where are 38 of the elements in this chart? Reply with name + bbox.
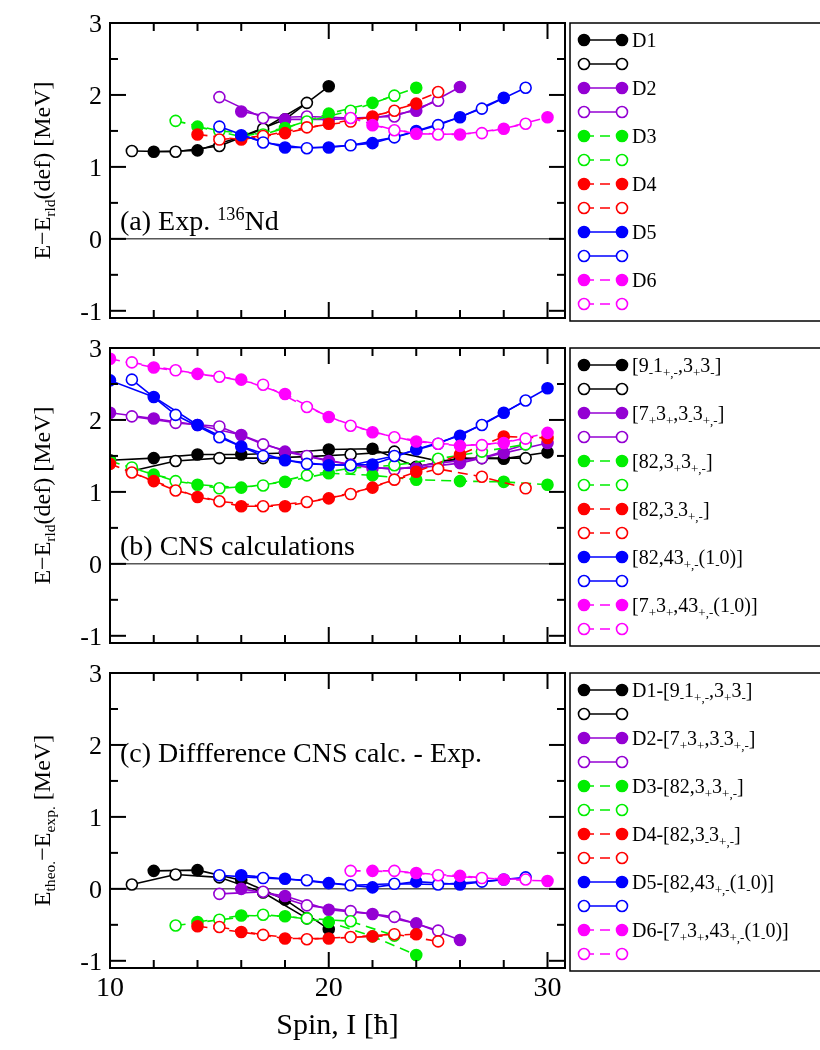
legend-label: D3 (632, 125, 657, 147)
y-tick-label: 0 (89, 874, 102, 904)
x-tick-label: 20 (314, 971, 343, 1002)
text: D2-[7$_{+}$3$_{+}$,3$_{-}$3$_{+,-}$] (632, 727, 756, 753)
y-tick-label: 3 (89, 9, 102, 39)
legend-label: [82,3$_{+}$3$_{+,-}$] (632, 450, 713, 476)
legend-label: [82,3$_{-}$3$_{+,-}$] (632, 498, 710, 524)
text: D6-[7$_{+}$3$_{+}$,43$_{+,-}$(1$_{-}$0)] (632, 919, 789, 945)
y-tick-label: 1 (89, 803, 102, 832)
legend-label: D2 (632, 77, 657, 99)
legend-label: D6 (632, 269, 657, 291)
legend-label: D4-[82,3$_{-}$3$_{+,-}$] (632, 823, 741, 849)
y-tick-label: -1 (80, 296, 102, 326)
legend-label: D5-[82,43$_{+,-}$(1$_{-}$0)] (632, 871, 775, 897)
legend-label: D3-[82,3$_{+}$3$_{+,-}$] (632, 775, 744, 801)
y-tick-label: 1 (89, 153, 102, 182)
y-tick-label: 0 (89, 224, 102, 254)
y-tick-label: 2 (89, 406, 102, 436)
annotation: (a) Exp. $^{136}$Nd (120, 203, 279, 236)
text: [7$_{+}$3$_{+}$,3$_{-}$3$_{+,-}$] (632, 402, 725, 428)
text: D1-[9$_{-}$1$_{+,-}$,3$_{+}$3$_{-}$] (632, 679, 753, 705)
x-axis-title: Spin, I [ħ] (276, 1007, 399, 1040)
y-tick-label: 1 (89, 478, 102, 507)
annotation: (c) Diffference CNS calc. - Exp. (120, 736, 483, 768)
y-tick-label: 2 (89, 81, 102, 111)
text: [9$_{-}$1$_{+,-}$,3$_{+}$3$_{-}$] (632, 354, 722, 380)
y-tick-label: -1 (80, 621, 102, 651)
y-tick-label: 3 (89, 659, 102, 689)
annotation: (b) CNS calculations (120, 529, 355, 561)
x-tick-label: 30 (533, 971, 562, 1002)
y-tick-label: 3 (89, 334, 102, 364)
y-tick-label: 2 (89, 731, 102, 761)
y-tick-label: 0 (89, 549, 102, 579)
legend-label: D5 (632, 221, 657, 243)
legend-label: D4 (632, 173, 657, 195)
legend-label: D1 (632, 29, 657, 51)
text: [7$_{+}$3$_{+}$,43$_{+,-}$(1$_{-}$0)] (632, 594, 758, 620)
legend-label: [82,43$_{+,-}$(1$_{-}$0)] (632, 546, 743, 572)
